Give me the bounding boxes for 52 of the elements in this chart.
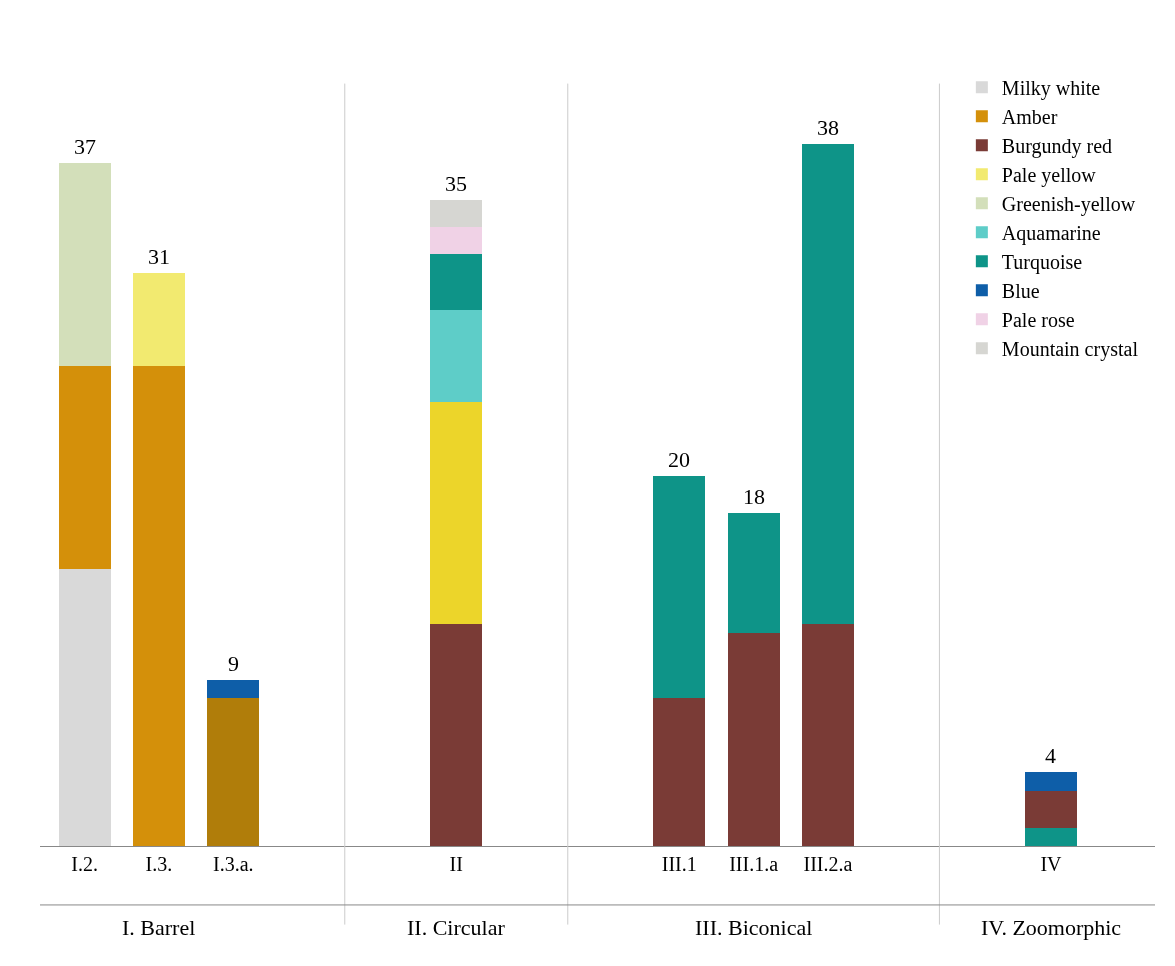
bar [132,365,185,846]
bar [727,633,780,846]
bar [430,624,483,846]
legend-label: Burgundy red [1001,135,1113,159]
legend-label: Turquoise [1001,251,1083,275]
x-tick-label: I.3. [145,853,173,875]
bar [430,199,483,228]
x-tick-label: I.2. [71,853,98,875]
bar [801,624,854,846]
bar [58,568,111,846]
bar [430,254,483,310]
bar [207,697,260,846]
x-tick-label: III.1.a [729,853,779,875]
bar [727,513,780,634]
bar [132,273,185,366]
legend-label: Pale rose [1001,309,1075,332]
bar [58,163,111,366]
text: IV. Zoomorphic [981,915,1122,940]
x-tick-label: I.3.a. [213,853,254,875]
x-tick-label: IV [1040,853,1063,875]
bar [653,697,706,846]
bar [653,476,706,698]
legend-label: Blue [1001,280,1040,303]
annotation: 35 [445,171,467,196]
bar [801,144,854,625]
bar [430,227,483,255]
x-tick-label: III.2.a [803,853,853,875]
annotation: 31 [148,244,170,269]
legend-label: Pale yellow [1001,164,1097,188]
annotation: 18 [743,484,765,509]
annotation: 9 [228,651,239,676]
bar [207,679,260,698]
bar [1024,772,1077,791]
legend-label: Aquamarine [1001,222,1101,246]
text: III. Biconical [695,915,813,940]
legend-label: Milky white [1001,77,1101,101]
bar [430,402,483,625]
annotation: 4 [1045,743,1056,768]
legend-label: Amber [1001,106,1058,129]
x-tick-label: II [449,853,463,875]
x-tick-label: III.1 [661,853,697,875]
bar [58,365,111,569]
annotation: 38 [817,115,839,140]
legend-label: Mountain crystal [1001,338,1139,362]
annotation: 37 [74,134,96,159]
annotation: 20 [668,447,690,472]
legend-label: Greenish-yellow [1001,193,1136,217]
bar [1024,827,1077,846]
text: I. Barrel [122,915,196,940]
bar [430,309,483,403]
text: II. Circular [407,915,506,940]
bar [1024,790,1077,828]
